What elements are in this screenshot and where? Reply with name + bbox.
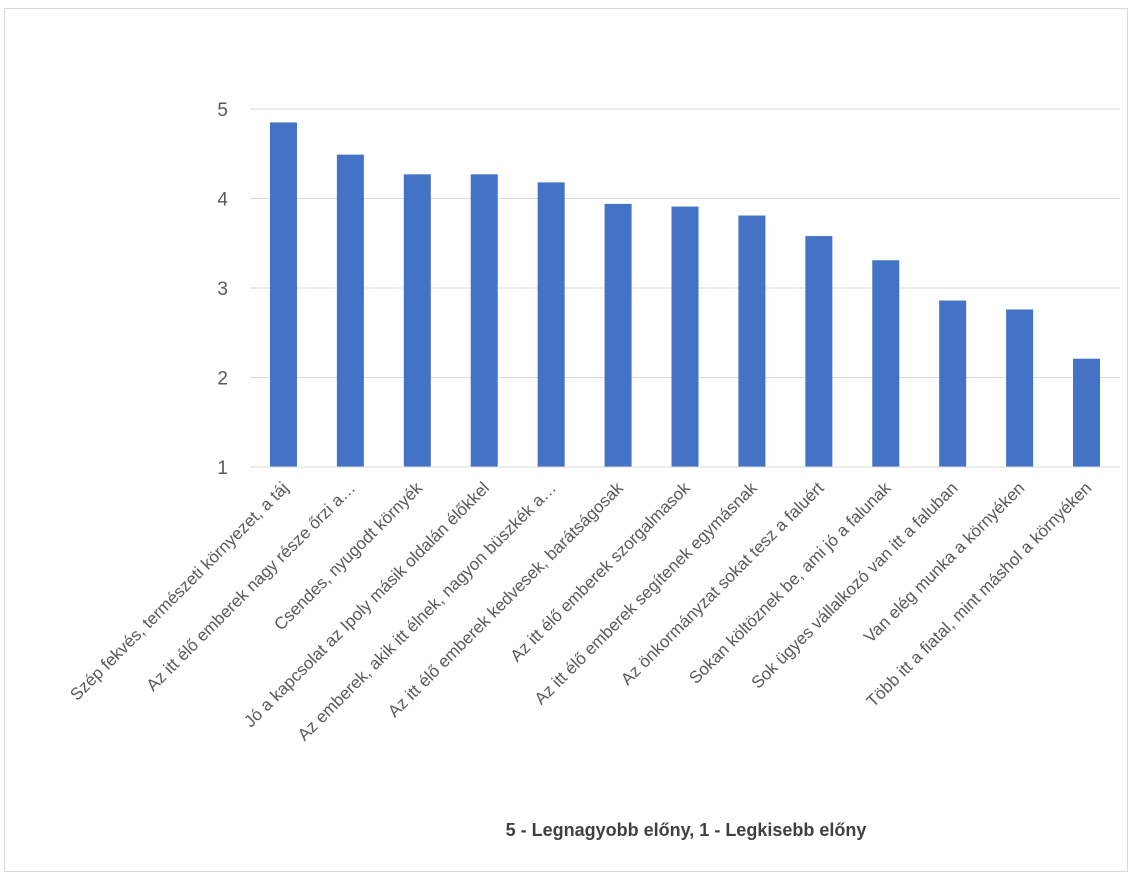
y-tick-label: 1 — [217, 458, 228, 479]
y-tick-label: 5 — [217, 100, 228, 121]
bar — [269, 122, 297, 468]
bar — [336, 154, 364, 467]
y-tick-label: 3 — [217, 279, 228, 300]
bar — [470, 174, 498, 467]
bar — [1006, 309, 1034, 467]
bar — [805, 236, 833, 467]
bar — [671, 206, 699, 467]
bar — [537, 182, 565, 467]
y-tick-label: 2 — [217, 369, 228, 390]
bar — [1073, 358, 1101, 467]
y-axis-tick-labels: 1 2 3 4 5 — [217, 100, 228, 479]
y-tick-label: 4 — [217, 190, 228, 211]
category-label: Jó a kapcsolat az Ipoly másik oldalán él… — [240, 478, 493, 731]
category-label: Az emberek, akik itt élnek, nagyon büszk… — [294, 478, 560, 744]
bar — [604, 203, 632, 467]
bar — [872, 260, 900, 467]
bar — [403, 174, 431, 467]
category-label: Az itt élő emberek kedvesek, barátságosa… — [384, 478, 627, 721]
bar — [939, 300, 967, 467]
bar — [738, 215, 766, 467]
x-axis-title: 5 - Legnagyobb előny, 1 - Legkisebb előn… — [506, 820, 867, 840]
category-labels: Szép fekvés, természeti környezet, a táj… — [66, 478, 1095, 744]
bars — [269, 122, 1101, 468]
